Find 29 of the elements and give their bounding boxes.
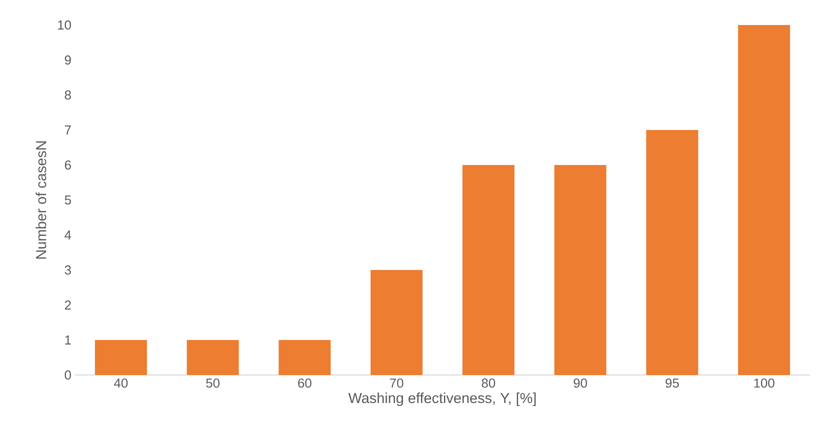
- bar: [278, 340, 331, 375]
- bar: [462, 164, 514, 375]
- y-tick-label: 2: [64, 300, 71, 310]
- x-tick-label: 70: [390, 378, 404, 388]
- bar: [186, 340, 239, 375]
- y-axis-title: Number of casesN: [36, 141, 46, 259]
- y-tick-label: 4: [64, 230, 72, 240]
- x-tick-label: 50: [206, 378, 220, 388]
- y-tick-label: 6: [64, 160, 71, 170]
- bar: [370, 270, 423, 375]
- y-tick-label: 5: [64, 195, 71, 205]
- bar: [94, 340, 147, 375]
- y-tick-label: 10: [58, 20, 71, 30]
- x-tick-label: 40: [114, 378, 128, 388]
- bar: [738, 24, 790, 375]
- y-tick-label: 7: [64, 126, 71, 134]
- x-tick-label: 90: [574, 378, 588, 388]
- x-axis-title: Washing effectiveness, Y, [%]: [348, 392, 536, 406]
- x-tick-label: 95: [666, 378, 679, 388]
- x-tick-label: 80: [482, 378, 496, 388]
- y-tick-label: 3: [64, 265, 71, 275]
- y-tick-label: 8: [64, 90, 71, 100]
- y-tick-label: 1: [65, 336, 71, 344]
- bar: [554, 164, 606, 375]
- x-tick-label: 60: [298, 378, 312, 388]
- bar: [646, 130, 698, 375]
- y-tick-label: 0: [64, 370, 71, 380]
- y-tick-label: 9: [64, 55, 71, 65]
- x-tick-label: 100: [754, 378, 774, 388]
